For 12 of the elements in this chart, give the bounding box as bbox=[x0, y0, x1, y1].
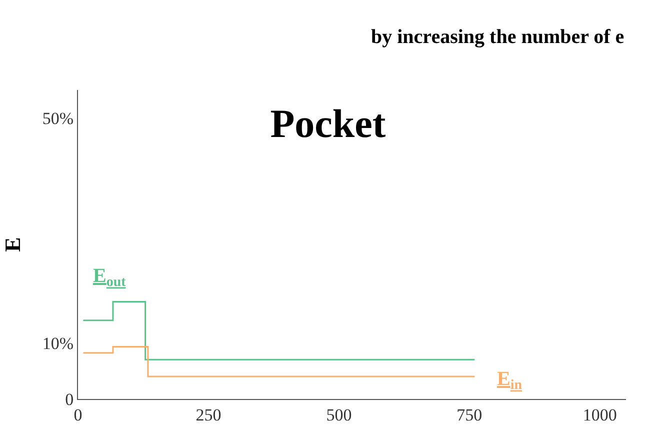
x-tick-label: 750 bbox=[456, 405, 482, 424]
y-tick-label: 50% bbox=[42, 109, 74, 128]
x-tick-label: 500 bbox=[326, 405, 352, 424]
y-axis-title: E bbox=[0, 237, 26, 252]
chart-title: Pocket bbox=[270, 100, 386, 146]
text: by increasing the number of e bbox=[371, 26, 624, 48]
series-label: E$_{out}$ bbox=[93, 265, 126, 290]
x-tick-label: 1000 bbox=[582, 405, 617, 424]
x-tick-label: 250 bbox=[196, 405, 222, 424]
y-tick-label: 0 bbox=[65, 390, 74, 409]
y-tick-label: 10% bbox=[42, 334, 74, 353]
series-label: E$_{in}$ bbox=[497, 368, 522, 394]
